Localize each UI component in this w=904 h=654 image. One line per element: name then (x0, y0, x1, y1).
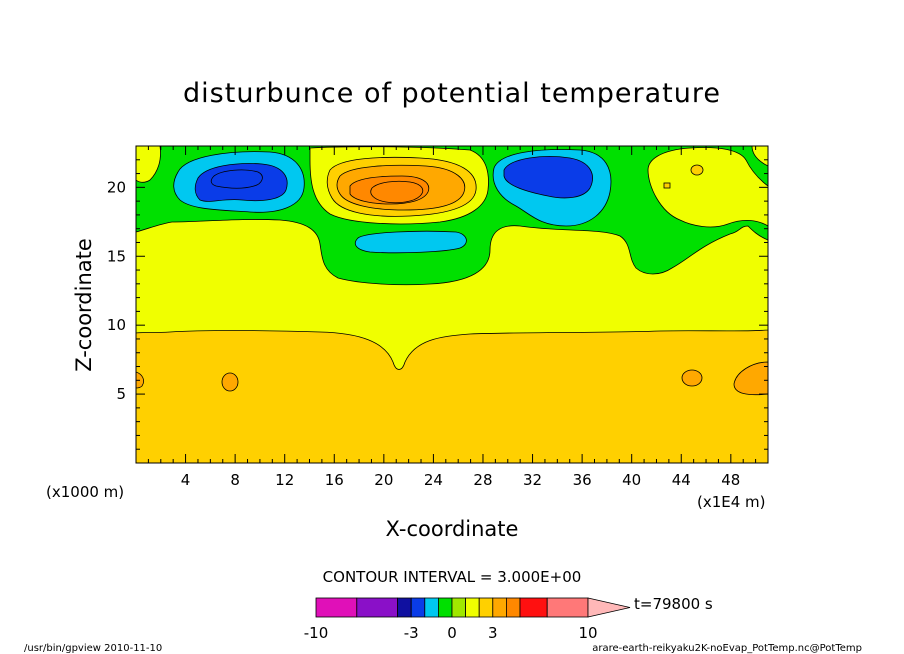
colorbar-segment (492, 597, 507, 618)
colorbar-tick-label: 3 (488, 624, 498, 642)
plot-frame (135, 145, 769, 464)
colorbar-tick-label: 10 (578, 624, 597, 642)
colorbar-segment (397, 597, 412, 618)
x-tick-label: 48 (721, 471, 740, 489)
top-right-yellow-edge (751, 146, 768, 167)
x-tick-label: 16 (325, 471, 344, 489)
colorbar-tick-label: -3 (404, 624, 419, 642)
colorbar-segment (505, 597, 521, 618)
colorbar-segment (424, 597, 439, 618)
y-tick-label: 20 (107, 178, 126, 196)
x-axis-label: X-coordinate (386, 517, 519, 541)
colorbar-segment (315, 597, 358, 618)
x-unit-note: (x1000 m) (46, 483, 124, 501)
colorbar-segment (356, 597, 398, 618)
x-scale-note: (x1E4 m) (697, 493, 766, 511)
x-axis: 4 8 12 16 20 24 28 32 36 40 44 48 (147, 146, 757, 489)
colorbar-segment (465, 597, 480, 618)
top-right-yellow (647, 147, 768, 228)
colorbar-segment (410, 597, 426, 618)
x-tick-label: 36 (573, 471, 592, 489)
x-tick-label: 4 (181, 471, 191, 489)
footer-left: /usr/bin/gpview 2010-11-10 (24, 643, 162, 654)
x-tick-label: 8 (230, 471, 240, 489)
warm-core (370, 180, 424, 204)
y-axis-label: Z-coordinate (72, 238, 96, 372)
colorbar: -10 -3 0 3 10 (304, 597, 631, 642)
cool-cell-right-blue (503, 156, 593, 199)
y-tick-label: 10 (107, 316, 126, 334)
colorbar-segment (437, 597, 453, 618)
top-left-yellow (136, 146, 161, 183)
colorbar-segment (519, 597, 548, 618)
x-tick-label: 12 (275, 471, 294, 489)
x-tick-label: 40 (622, 471, 641, 489)
colorbar-segment (451, 597, 467, 618)
time-label: t=79800 s (634, 595, 713, 613)
contour-field (136, 146, 768, 463)
x-tick-label: 20 (374, 471, 393, 489)
x-tick-label: 28 (473, 471, 492, 489)
cool-cell-left-core (210, 169, 263, 189)
colorbar-segment (546, 597, 589, 618)
x-tick-label: 44 (672, 471, 691, 489)
colorbar-tick-label: 0 (447, 624, 457, 642)
y-tick-label: 5 (116, 385, 126, 403)
y-axis: 5 10 15 20 (107, 145, 768, 450)
colorbar-segment (478, 597, 494, 618)
contour-interval-label: CONTOUR INTERVAL = 3.000E+00 (323, 568, 582, 586)
chart-title: disturbunce of potential temperature (183, 78, 721, 109)
cool-band-center (354, 230, 467, 254)
x-tick-label: 24 (424, 471, 443, 489)
colorbar-tick-label: -10 (304, 624, 329, 642)
x-tick-label: 32 (523, 471, 542, 489)
colorbar-overflow-arrow (587, 597, 631, 618)
y-tick-label: 15 (107, 247, 126, 265)
footer-right: arare-earth-reikyaku2K-noEvap_PotTemp.nc… (592, 643, 862, 654)
